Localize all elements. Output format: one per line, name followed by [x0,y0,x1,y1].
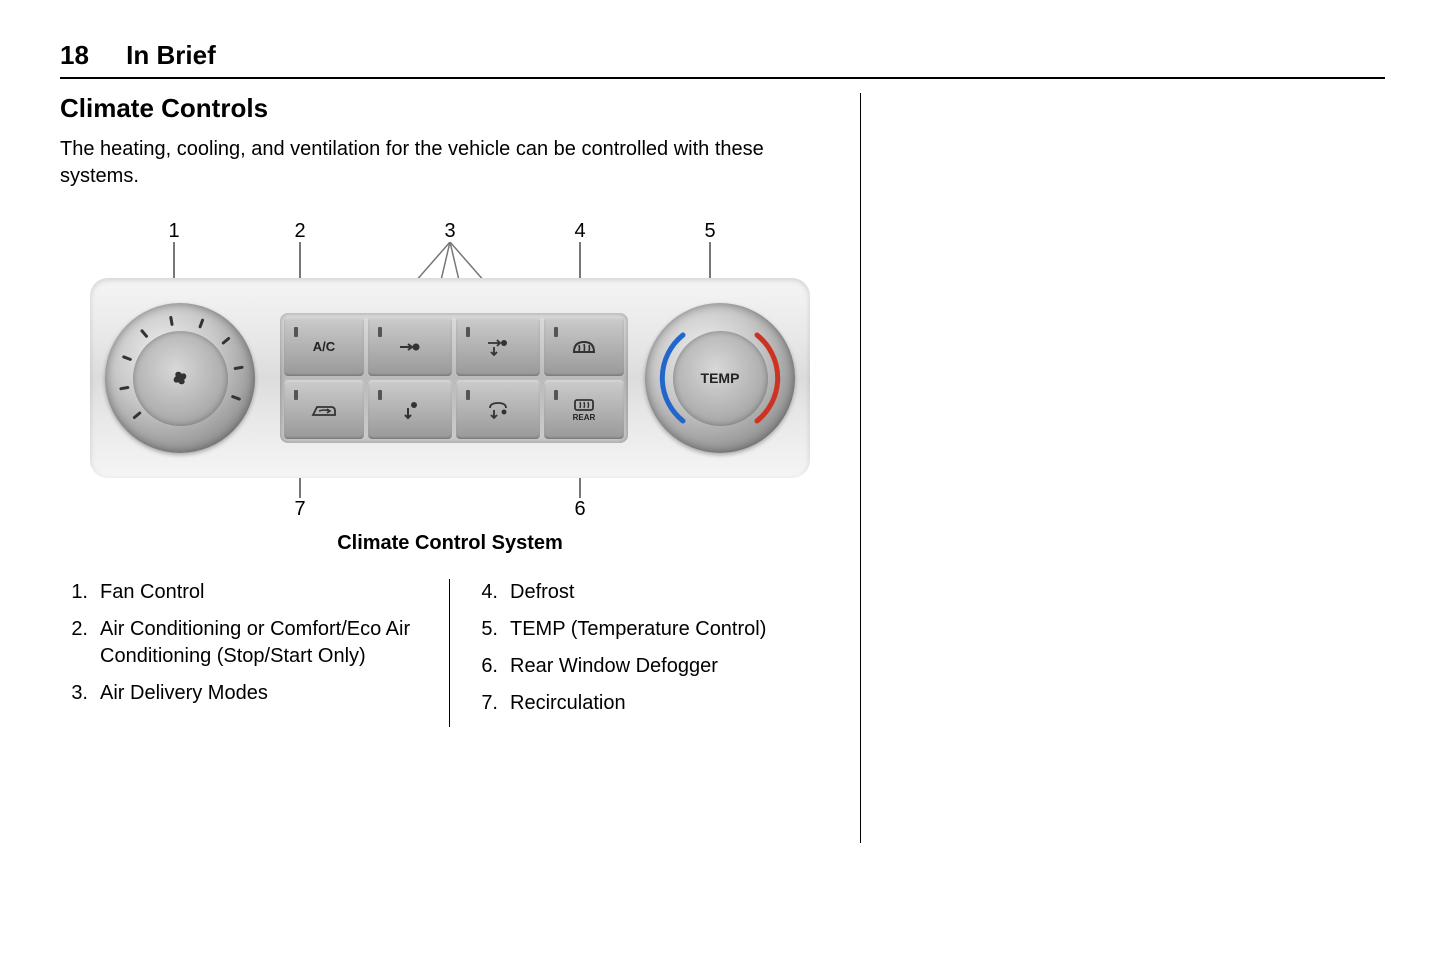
mode-bilevel-icon [486,337,510,357]
legend: 1.Fan Control 2.Air Conditioning or Comf… [60,579,840,727]
section-title: Climate Controls [60,93,840,124]
recirc-button [284,380,364,439]
mode-defog-icon [486,400,510,420]
temp-dial: TEMP [645,303,795,453]
center-button-block: A/C [280,313,628,443]
legend-item: 5.TEMP (Temperature Control) [470,616,820,643]
legend-item: 6.Rear Window Defogger [470,653,820,680]
defrost-button [544,317,624,376]
mode-face-icon [398,338,422,356]
ac-label: A/C [313,339,335,354]
fan-dial-ticks [115,313,245,443]
recirc-icon [309,401,339,419]
callout-6: 6 [570,498,590,521]
content-columns: Climate Controls The heating, cooling, a… [60,93,1385,843]
mode-floor-icon [398,400,422,420]
legend-item: 1.Fan Control [60,579,429,606]
callout-5: 5 [700,220,720,243]
callout-4: 4 [570,220,590,243]
legend-list-right: 4.Defrost 5.TEMP (Temperature Control) 6… [470,579,820,717]
page-number: 18 [60,40,89,70]
control-panel: A/C [90,278,810,478]
legend-item: 7.Recirculation [470,690,820,717]
callout-3: 3 [440,220,460,243]
page-header: 18 In Brief [60,40,1385,79]
rear-defog-button: REAR [544,380,624,439]
legend-item: 3.Air Delivery Modes [60,680,429,707]
diagram-caption: Climate Control System [60,532,840,555]
callout-7: 7 [290,498,310,521]
header-section: In Brief [126,40,216,70]
legend-col-left: 1.Fan Control 2.Air Conditioning or Comf… [60,579,450,727]
right-column [860,93,1340,843]
callout-2: 2 [290,220,310,243]
defrost-icon [571,338,597,356]
ac-button: A/C [284,317,364,376]
intro-text: The heating, cooling, and ventilation fo… [60,136,840,190]
mode-bilevel-button [456,317,540,376]
mode-floor-button [368,380,452,439]
rear-defog-icon [573,398,595,412]
legend-list-left: 1.Fan Control 2.Air Conditioning or Comf… [60,579,429,707]
climate-diagram: 1 2 3 4 5 6 7 [80,220,820,520]
legend-col-right: 4.Defrost 5.TEMP (Temperature Control) 6… [450,579,840,727]
legend-item: 4.Defrost [470,579,820,606]
rear-label: REAR [573,413,596,422]
temp-arc [653,311,787,445]
callout-1: 1 [164,220,184,243]
left-column: Climate Controls The heating, cooling, a… [60,93,860,843]
mode-face-button [368,317,452,376]
legend-item: 2.Air Conditioning or Comfort/Eco Air Co… [60,616,429,670]
header-line: 18 In Brief [60,40,1385,71]
mode-defog-button [456,380,540,439]
fan-dial [105,303,255,453]
